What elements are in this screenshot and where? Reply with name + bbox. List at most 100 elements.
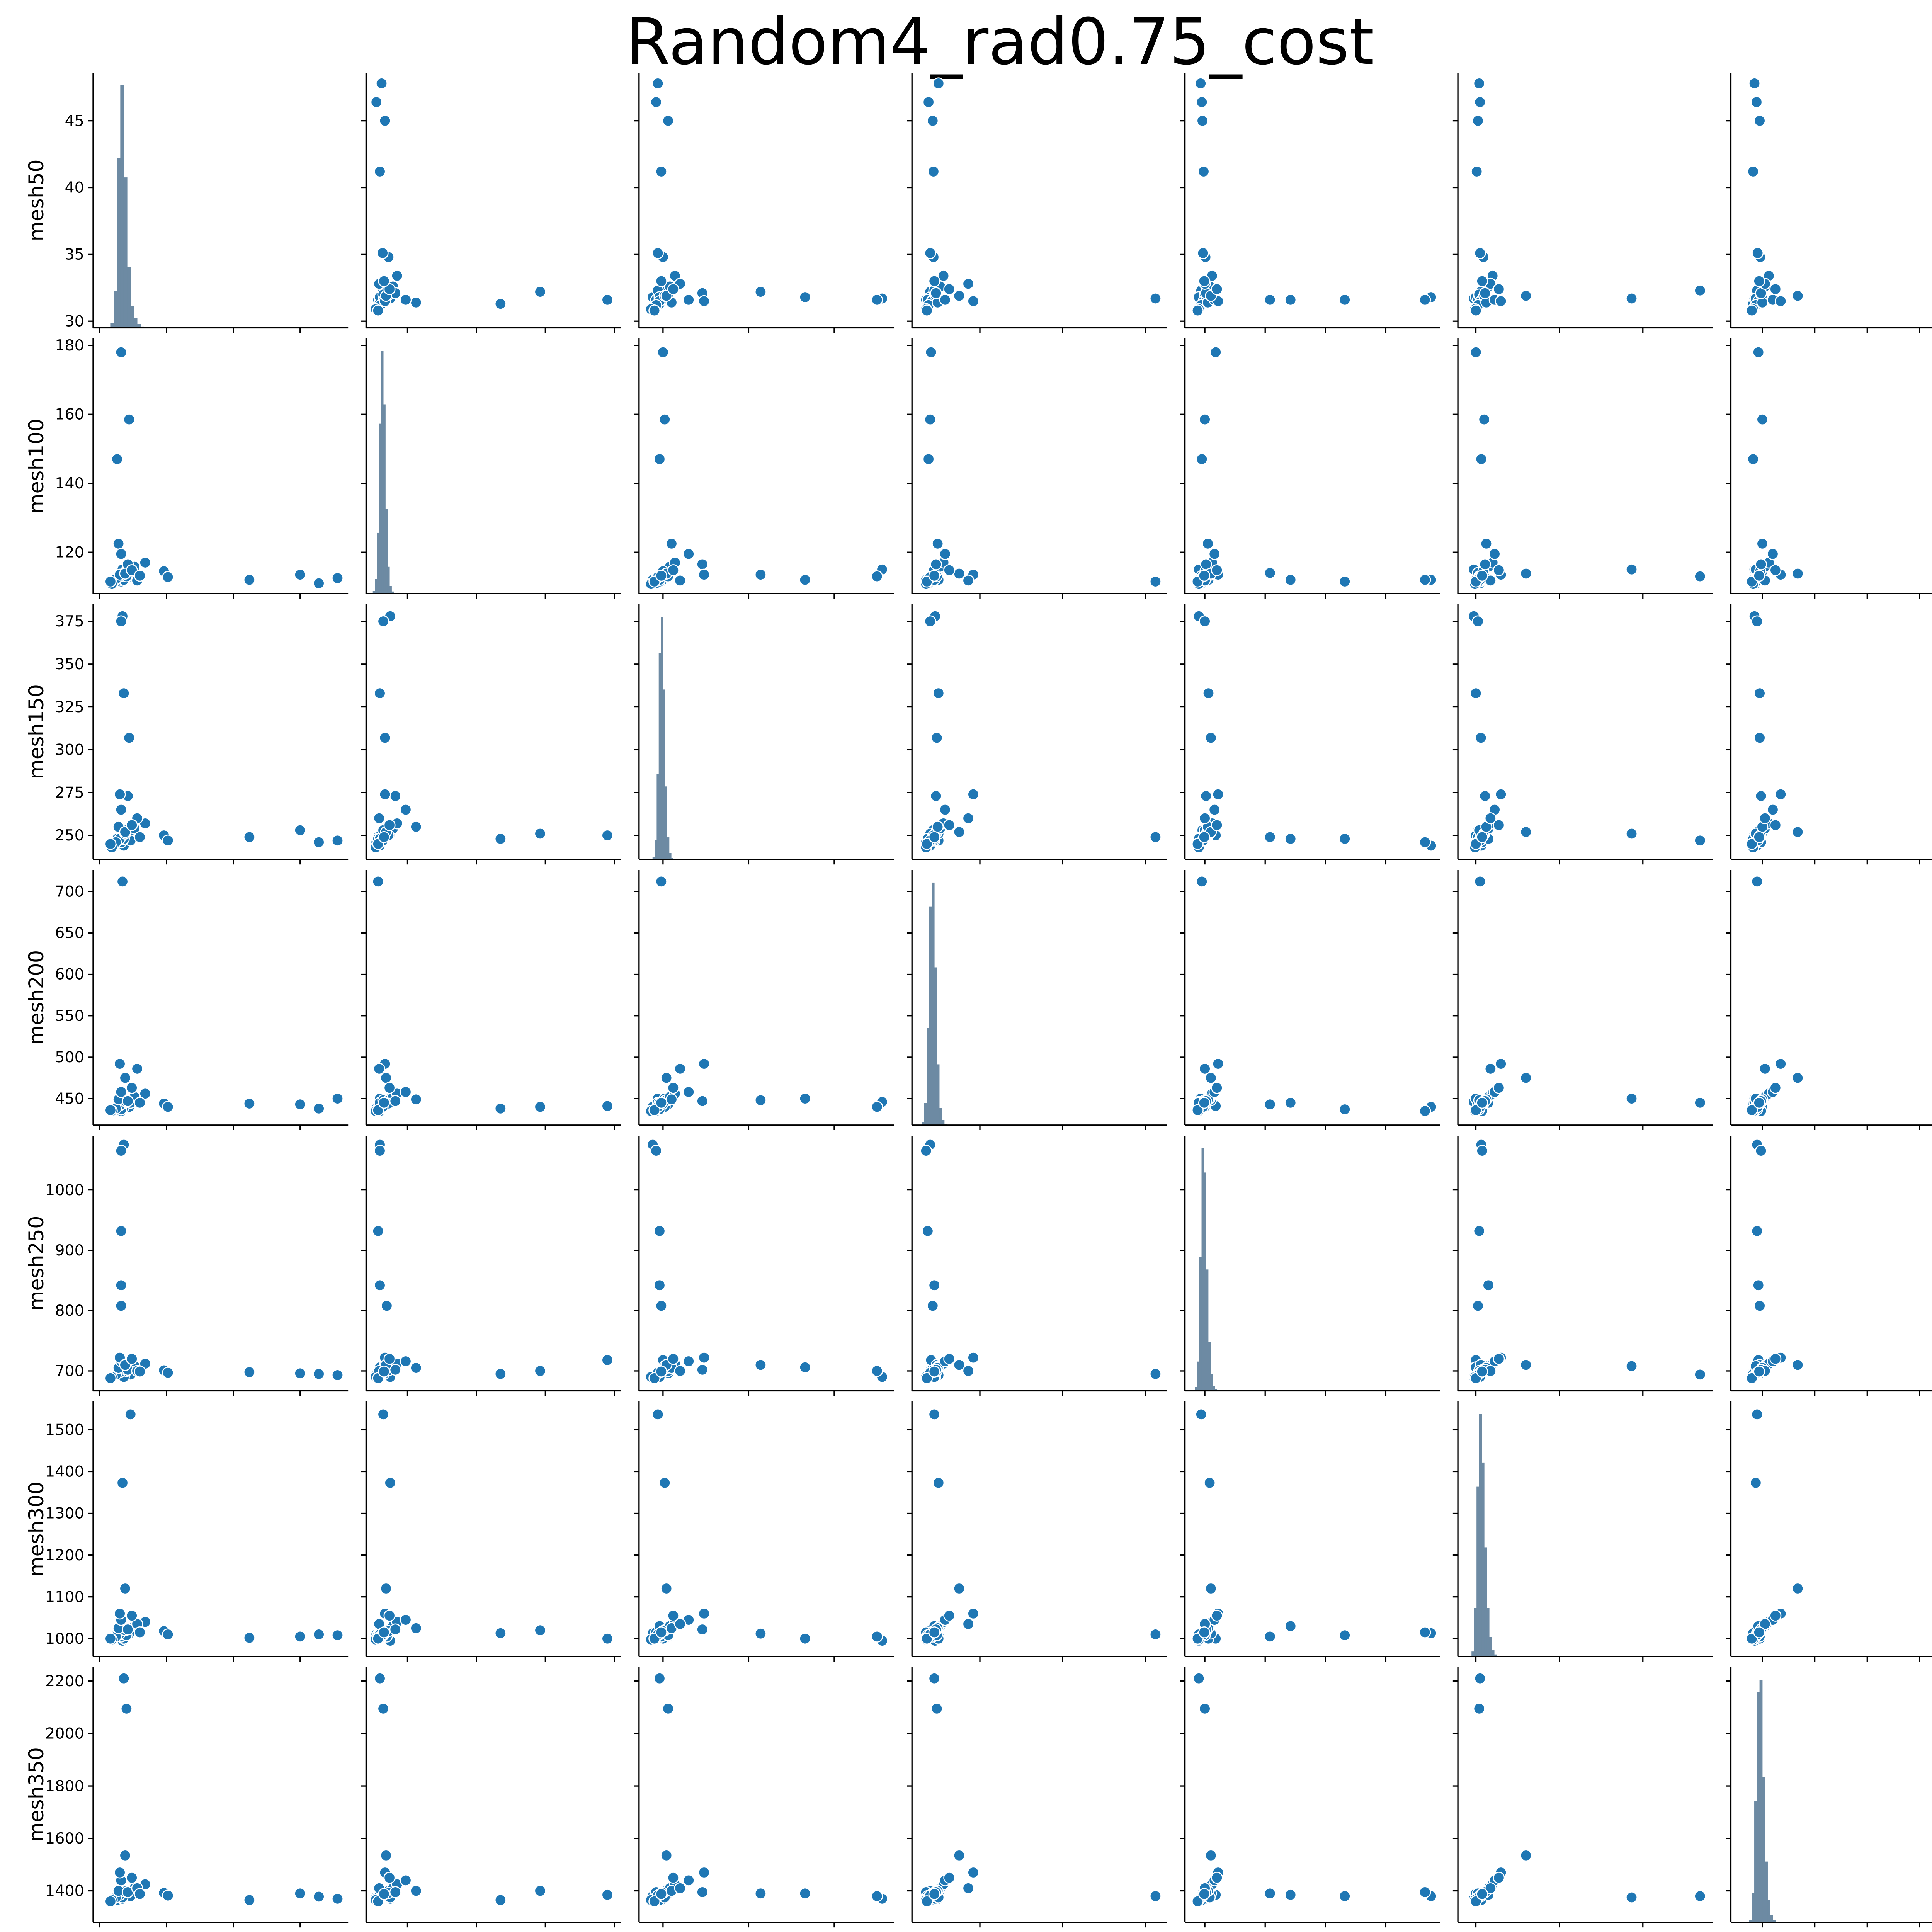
scatter-point bbox=[1750, 1477, 1762, 1489]
scatter-point bbox=[1752, 1279, 1765, 1291]
scatter-point bbox=[104, 1895, 117, 1908]
scatter-point bbox=[1193, 1672, 1205, 1685]
scatter-point bbox=[332, 1629, 344, 1641]
scatter-point bbox=[1753, 831, 1765, 843]
scatter-point bbox=[698, 1866, 710, 1879]
scatter-point bbox=[601, 1100, 614, 1112]
x-tick-label: 600 bbox=[1048, 1931, 1078, 1932]
scatter-point bbox=[1746, 838, 1758, 850]
y-tick-label: 180 bbox=[55, 337, 84, 354]
scatter-point bbox=[134, 831, 146, 843]
scatter-point bbox=[939, 548, 951, 560]
y-tick-label: 550 bbox=[55, 1007, 84, 1025]
scatter-point bbox=[928, 1366, 940, 1378]
scatter-point bbox=[660, 1072, 673, 1084]
scatter-point bbox=[374, 165, 386, 178]
scatter-point bbox=[1419, 294, 1431, 306]
scatter-point bbox=[932, 687, 945, 699]
hist-bar bbox=[655, 840, 657, 860]
scatter-point bbox=[799, 574, 811, 586]
scatter-point bbox=[379, 115, 391, 127]
scatter-point bbox=[674, 1365, 686, 1377]
scatter-point bbox=[1338, 294, 1351, 306]
scatter-point bbox=[1470, 304, 1482, 317]
scatter-point bbox=[400, 803, 412, 816]
scatter-point bbox=[1484, 1063, 1497, 1075]
x-tick-label: 250 bbox=[648, 1931, 678, 1932]
scatter-point bbox=[1476, 1097, 1488, 1109]
scatter-point bbox=[104, 1633, 117, 1645]
scatter-point bbox=[1769, 819, 1782, 831]
scatter-point bbox=[1791, 1582, 1804, 1595]
x-tick-label: 1000 bbox=[1456, 1931, 1495, 1932]
scatter-point bbox=[928, 275, 940, 287]
y-tick-label: 30 bbox=[65, 312, 84, 330]
scatter-point bbox=[313, 577, 325, 590]
y-tick-label: 1100 bbox=[45, 1588, 84, 1606]
scatter-point bbox=[1284, 574, 1297, 586]
scatter-point bbox=[534, 1884, 546, 1897]
y-axis-label: mesh300 bbox=[25, 1481, 48, 1577]
scatter-point bbox=[1791, 1359, 1804, 1371]
hist-bar bbox=[1765, 1861, 1768, 1923]
scatter-point bbox=[162, 571, 174, 583]
scatter-point bbox=[939, 803, 951, 816]
scatter-point bbox=[1197, 165, 1210, 178]
scatter-point bbox=[243, 1366, 255, 1378]
scatter-point bbox=[383, 1872, 396, 1884]
scatter-point bbox=[674, 1063, 686, 1075]
scatter-point bbox=[1769, 564, 1782, 577]
scatter-point bbox=[162, 1889, 174, 1902]
scatter-point bbox=[1199, 1063, 1211, 1075]
scatter-point bbox=[1756, 413, 1769, 426]
scatter-point bbox=[931, 731, 943, 744]
scatter-point bbox=[921, 304, 933, 317]
scatter-point bbox=[1746, 1372, 1758, 1384]
scatter-point bbox=[1476, 1145, 1488, 1157]
scatter-point bbox=[931, 1702, 943, 1715]
scatter-point bbox=[313, 1368, 325, 1380]
scatter-point bbox=[1194, 77, 1207, 90]
scatter-point bbox=[1767, 548, 1779, 560]
chart-title: Random4_rad0.75_cost bbox=[626, 5, 1374, 79]
scatter-point bbox=[115, 1086, 128, 1098]
scatter-point bbox=[921, 1895, 933, 1908]
scatter-point bbox=[1264, 294, 1276, 306]
scatter-point bbox=[1476, 275, 1488, 287]
scatter-point bbox=[120, 1702, 133, 1715]
hist-bar bbox=[385, 509, 388, 594]
scatter-point bbox=[871, 1365, 883, 1377]
x-tick-label: 1600 bbox=[1795, 1931, 1834, 1932]
x-tick-label: 300 bbox=[734, 1931, 764, 1932]
scatter-point bbox=[372, 875, 384, 888]
scatter-point bbox=[698, 1352, 710, 1364]
y-tick-label: 1300 bbox=[45, 1505, 84, 1522]
scatter-point bbox=[1473, 77, 1485, 90]
scatter-point bbox=[1774, 788, 1787, 801]
scatter-point bbox=[380, 1582, 392, 1595]
scatter-point bbox=[389, 790, 401, 802]
scatter-point bbox=[652, 1408, 664, 1420]
scatter-point bbox=[601, 829, 614, 842]
scatter-point bbox=[652, 247, 664, 259]
scatter-point bbox=[126, 1353, 138, 1365]
hist-bar bbox=[1471, 1651, 1475, 1657]
scatter-point bbox=[1520, 826, 1532, 838]
scatter-point bbox=[104, 575, 117, 588]
scatter-point bbox=[374, 1279, 386, 1291]
scatter-point bbox=[383, 1082, 396, 1094]
hist-bar bbox=[1486, 1608, 1490, 1657]
scatter-point bbox=[667, 283, 679, 295]
scatter-point bbox=[410, 296, 422, 309]
scatter-point bbox=[1264, 1630, 1276, 1643]
scatter-point bbox=[374, 1672, 386, 1685]
x-tick-label: 30 bbox=[90, 1931, 109, 1932]
scatter-point bbox=[1196, 96, 1208, 108]
scatter-point bbox=[930, 558, 942, 570]
scatter-point bbox=[115, 1279, 128, 1291]
scatter-point bbox=[754, 568, 767, 581]
scatter-point bbox=[131, 1063, 143, 1075]
x-tick-label: 1400 bbox=[1623, 1931, 1662, 1932]
scatter-point bbox=[696, 558, 709, 570]
